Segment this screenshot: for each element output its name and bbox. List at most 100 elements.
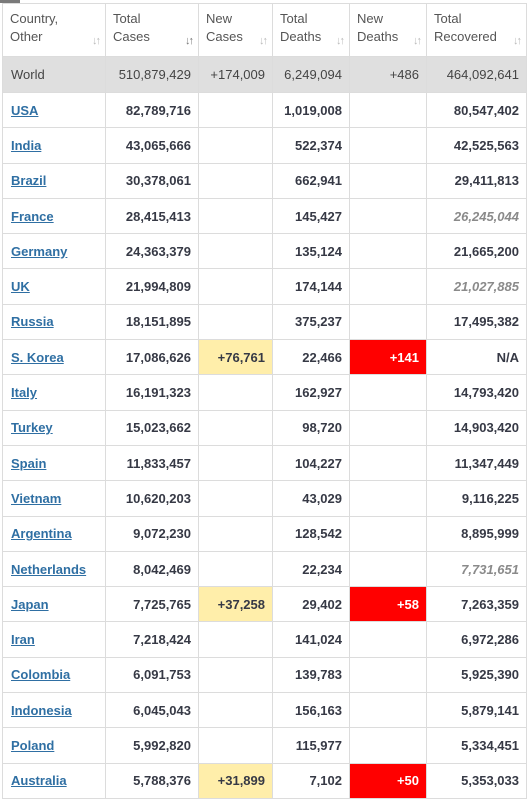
table-row: USA 82,789,716 1,019,008 80,547,402	[2, 91, 527, 129]
country-link[interactable]: Russia	[11, 314, 54, 330]
country-link[interactable]: S. Korea	[11, 349, 64, 365]
new-cases-cell	[198, 515, 273, 552]
total-cases-cell: 10,620,203	[105, 480, 199, 517]
table-row: Italy 16,191,323 162,927 14,793,420	[2, 374, 527, 411]
total-recovered-cell: 8,895,999	[426, 515, 527, 552]
total-recovered-cell: 21,027,885	[426, 268, 527, 305]
total-deaths-cell: 7,102	[272, 762, 350, 799]
new-cases-cell	[198, 162, 273, 199]
country-cell: Poland	[2, 727, 106, 764]
total-recovered-cell: 14,793,420	[426, 374, 527, 411]
total-recovered-cell: 7,263,359	[426, 586, 527, 623]
table-row: Indonesia 6,045,043 156,163 5,879,141	[2, 692, 527, 729]
new-cases-cell	[198, 233, 273, 270]
new-cases-cell: +37,258	[198, 586, 273, 623]
covid-stats-table: Country, Other ↓↑ Total Cases ↓↑ New Cases ↓↑ Tot…	[2, 3, 527, 799]
country-link[interactable]: Indonesia	[11, 702, 72, 718]
country-cell: Australia	[2, 762, 106, 799]
column-header-new-deaths[interactable]: New Deaths ↓↑	[349, 3, 427, 57]
column-header-label: New	[206, 11, 233, 26]
country-link[interactable]: Brazil	[11, 173, 47, 189]
total-deaths-cell: 29,402	[272, 586, 350, 623]
new-cases-cell	[198, 727, 273, 764]
total-deaths-cell: 522,374	[272, 127, 350, 164]
country-link[interactable]: Japan	[11, 596, 49, 612]
country-link[interactable]: Argentina	[11, 526, 72, 542]
sort-arrows-icon[interactable]: ↓↑	[336, 35, 345, 47]
column-header-label: Cases	[113, 29, 150, 44]
total-recovered-cell: 6,972,286	[426, 621, 527, 658]
new-deaths-cell: +141	[349, 339, 427, 376]
new-cases-cell	[198, 197, 273, 235]
table-row: UK 21,994,809 174,144 21,027,885	[2, 268, 527, 305]
column-header-total-cases[interactable]: Total Cases ↓↑	[105, 3, 199, 57]
country-link[interactable]: France	[11, 208, 54, 224]
new-cases-cell	[198, 550, 273, 588]
table-row: France 28,415,413 145,427 26,245,044	[2, 197, 527, 235]
sort-arrows-icon[interactable]: ↓↑	[185, 35, 194, 47]
column-header-total-deaths[interactable]: Total Deaths ↓↑	[272, 3, 350, 57]
country-cell: Brazil	[2, 162, 106, 199]
total-cases-cell: 8,042,469	[105, 550, 199, 588]
new-cases-cell	[198, 303, 273, 341]
total-cases-cell: 28,415,413	[105, 197, 199, 235]
total-recovered-cell: 42,525,563	[426, 127, 527, 164]
country-link[interactable]: Poland	[11, 737, 55, 753]
column-header-new-cases[interactable]: New Cases ↓↑	[198, 3, 273, 57]
total-cases-cell: 18,151,895	[105, 303, 199, 341]
total-recovered-cell: 11,347,449	[426, 444, 527, 482]
column-header-country[interactable]: Country, Other ↓↑	[2, 3, 106, 57]
new-cases-cell	[198, 444, 273, 482]
new-deaths-cell	[349, 656, 427, 694]
country-link[interactable]: Australia	[11, 773, 67, 789]
world-total-recovered: 464,092,641	[426, 56, 527, 93]
sort-arrows-icon[interactable]: ↓↑	[92, 35, 101, 47]
table-row: Spain 11,833,457 104,227 11,347,449	[2, 444, 527, 482]
table-row: Argentina 9,072,230 128,542 8,895,999	[2, 515, 527, 552]
total-recovered-cell: 7,731,651	[426, 550, 527, 588]
total-deaths-cell: 135,124	[272, 233, 350, 270]
country-link[interactable]: USA	[11, 102, 39, 118]
country-cell: Vietnam	[2, 480, 106, 517]
new-deaths-cell	[349, 480, 427, 517]
table-header: Country, Other ↓↑ Total Cases ↓↑ New Cases ↓↑ Tot…	[2, 3, 527, 57]
total-deaths-cell: 174,144	[272, 268, 350, 305]
country-link[interactable]: Spain	[11, 455, 47, 471]
new-deaths-cell: +50	[349, 762, 427, 799]
world-total-deaths: 6,249,094	[272, 56, 350, 93]
new-deaths-cell	[349, 515, 427, 552]
sort-arrows-icon[interactable]: ↓↑	[513, 35, 522, 47]
total-cases-cell: 6,045,043	[105, 692, 199, 729]
country-link[interactable]: India	[11, 137, 42, 153]
new-cases-cell	[198, 409, 273, 446]
total-recovered-cell: 26,245,044	[426, 197, 527, 235]
world-total-cases: 510,879,429	[105, 56, 199, 93]
sort-arrows-icon[interactable]: ↓↑	[413, 35, 422, 47]
total-recovered-cell: 9,116,225	[426, 480, 527, 517]
country-link[interactable]: Italy	[11, 385, 38, 401]
new-deaths-cell	[349, 91, 427, 129]
new-deaths-cell	[349, 409, 427, 446]
country-link[interactable]: Turkey	[11, 420, 53, 436]
country-cell: S. Korea	[2, 339, 106, 376]
total-deaths-cell: 1,019,008	[272, 91, 350, 129]
column-header-total-recovered[interactable]: Total Recovered ↓↑	[426, 3, 527, 57]
total-cases-cell: 5,992,820	[105, 727, 199, 764]
total-deaths-cell: 22,234	[272, 550, 350, 588]
sort-arrows-icon[interactable]: ↓↑	[259, 35, 268, 47]
country-link[interactable]: Netherlands	[11, 561, 87, 577]
country-cell: Netherlands	[2, 550, 106, 588]
table-row: Iran 7,218,424 141,024 6,972,286	[2, 621, 527, 658]
header-row: Country, Other ↓↑ Total Cases ↓↑ New Cases ↓↑ Tot…	[2, 3, 527, 57]
country-cell: Argentina	[2, 515, 106, 552]
total-cases-cell: 9,072,230	[105, 515, 199, 552]
country-link[interactable]: UK	[11, 279, 30, 295]
country-link[interactable]: Colombia	[11, 667, 71, 683]
country-link[interactable]: Germany	[11, 243, 68, 259]
total-deaths-cell: 139,783	[272, 656, 350, 694]
total-cases-cell: 15,023,662	[105, 409, 199, 446]
table-row: Germany 24,363,379 135,124 21,665,200	[2, 233, 527, 270]
country-link[interactable]: Iran	[11, 632, 35, 648]
table-body: World 510,879,429 +174,009 6,249,094 +48…	[2, 56, 527, 799]
country-link[interactable]: Vietnam	[11, 490, 62, 506]
